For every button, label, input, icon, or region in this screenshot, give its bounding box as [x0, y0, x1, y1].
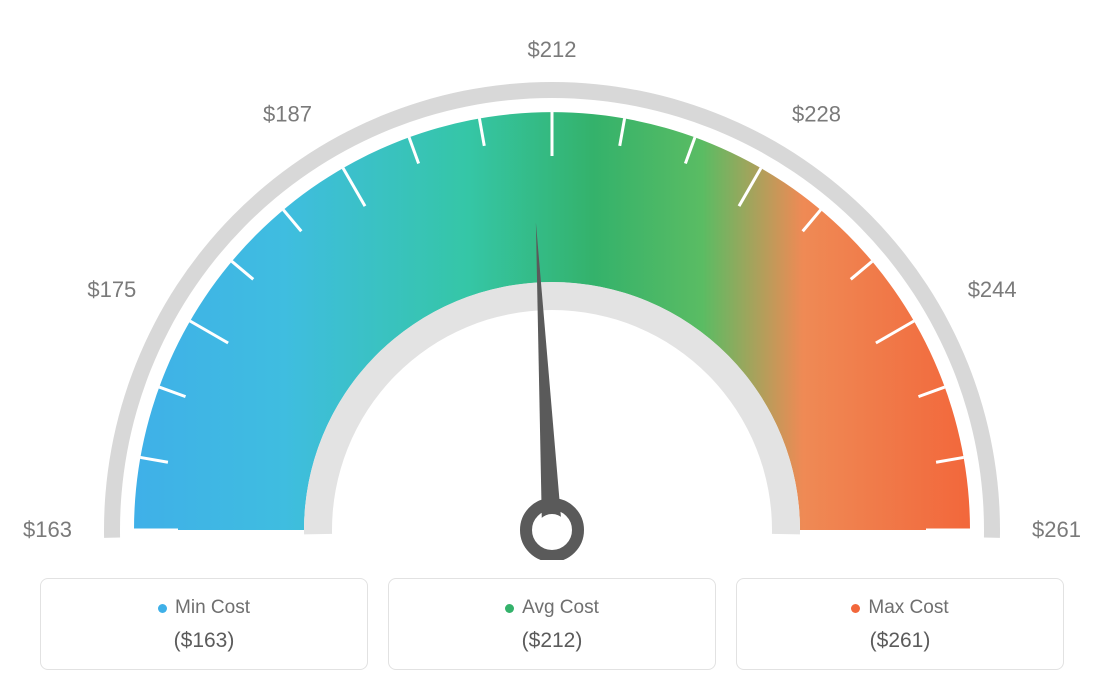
max-cost-card: Max Cost ($261) — [736, 578, 1064, 670]
svg-text:$187: $187 — [263, 101, 312, 126]
min-cost-card: Min Cost ($163) — [40, 578, 368, 670]
max-dot-icon — [851, 604, 860, 613]
summary-cards: Min Cost ($163) Avg Cost ($212) Max Cost… — [40, 578, 1064, 670]
max-cost-value: ($261) — [747, 629, 1053, 653]
max-cost-label: Max Cost — [868, 597, 948, 619]
svg-text:$175: $175 — [87, 277, 136, 302]
svg-text:$261: $261 — [1032, 517, 1081, 542]
cost-gauge-widget: $163 $175 $187 $212 $228 $244 $261 Min Cost ($… — [0, 0, 1104, 690]
svg-text:$228: $228 — [792, 101, 841, 126]
max-cost-header: Max Cost — [747, 597, 1053, 619]
svg-text:$244: $244 — [968, 277, 1017, 302]
gauge-chart: $163 $175 $187 $212 $228 $244 $261 — [0, 0, 1104, 560]
svg-text:$212: $212 — [528, 37, 577, 62]
avg-dot-icon — [505, 604, 514, 613]
min-cost-label: Min Cost — [175, 597, 250, 619]
avg-cost-value: ($212) — [399, 629, 705, 653]
min-cost-header: Min Cost — [51, 597, 357, 619]
svg-text:$163: $163 — [23, 517, 72, 542]
avg-cost-label: Avg Cost — [522, 597, 599, 619]
min-cost-value: ($163) — [51, 629, 357, 653]
avg-cost-header: Avg Cost — [399, 597, 705, 619]
avg-cost-card: Avg Cost ($212) — [388, 578, 716, 670]
gauge-svg: $163 $175 $187 $212 $228 $244 $261 — [0, 0, 1104, 560]
min-dot-icon — [158, 604, 167, 613]
